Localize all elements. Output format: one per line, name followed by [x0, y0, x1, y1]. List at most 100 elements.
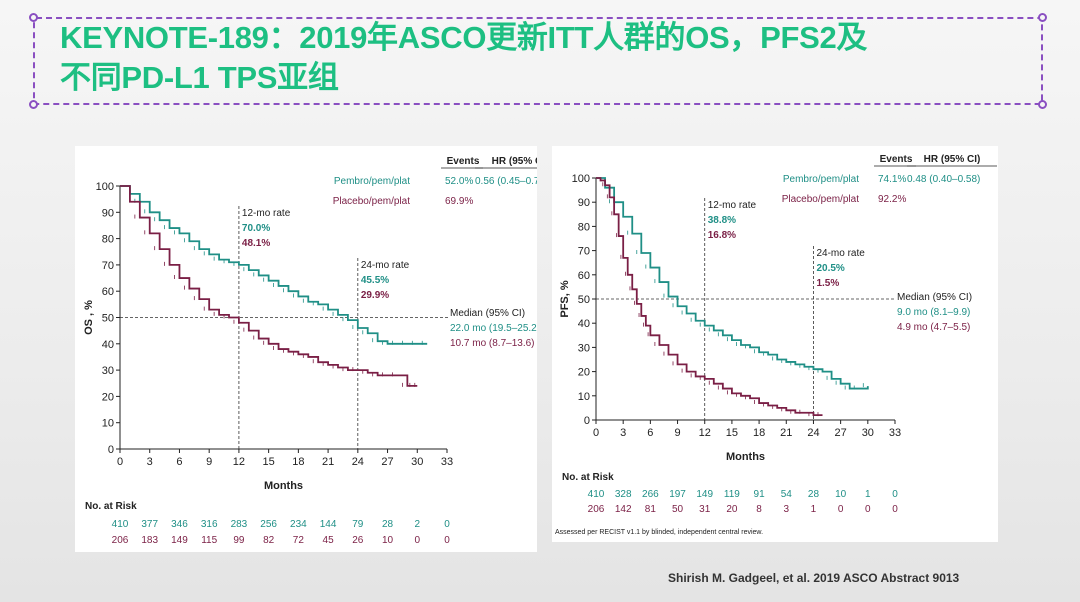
landmark-pembro-rate: 20.5% [816, 263, 844, 274]
legend-series-name: Pembro/pem/plat [783, 174, 859, 185]
x-tick-label: 30 [862, 427, 874, 439]
y-tick-label: 60 [102, 286, 114, 298]
x-tick-label: 24 [352, 456, 364, 468]
at-risk-placebo: 142 [615, 504, 632, 515]
at-risk-placebo: 72 [293, 535, 305, 546]
landmark-placebo-rate: 1.5% [816, 278, 839, 289]
legend-events-value: 52.0% [445, 176, 473, 187]
y-tick-label: 70 [102, 260, 114, 272]
y-tick-label: 80 [578, 221, 590, 233]
x-tick-label: 9 [206, 456, 212, 468]
x-tick-label: 15 [263, 456, 275, 468]
y-tick-label: 20 [578, 367, 590, 379]
x-tick-label: 30 [411, 456, 423, 468]
at-risk-placebo: 0 [444, 535, 450, 546]
frame-corner-handle [29, 100, 38, 109]
y-tick-label: 30 [578, 342, 590, 354]
x-tick-label: 33 [889, 427, 901, 439]
legend-hr-value: 0.56 (0.45–0.70 [475, 176, 537, 187]
y-tick-label: 90 [102, 207, 114, 219]
at-risk-pembro: 144 [320, 519, 337, 530]
x-tick-label: 0 [593, 427, 599, 439]
landmark-pembro-rate: 38.8% [708, 215, 736, 226]
slide-title: KEYNOTE-189：2019年ASCO更新ITT人群的OS，PFS2及 不同… [60, 18, 1050, 98]
landmark-label: 24-mo rate [816, 248, 865, 259]
at-risk-pembro: 256 [260, 519, 277, 530]
at-risk-placebo: 0 [892, 504, 898, 515]
at-risk-pembro: 10 [835, 489, 847, 500]
slide-title-line2: 不同PD-L1 TPS亚组 [60, 60, 339, 95]
y-axis-label: OS , % [83, 300, 95, 335]
at-risk-pembro: 149 [696, 489, 713, 500]
median-placebo: 10.7 mo (8.7–13.6) [450, 338, 535, 349]
at-risk-placebo: 0 [414, 535, 420, 546]
landmark-label: 12-mo rate [242, 208, 291, 219]
at-risk-pembro: 0 [444, 519, 450, 530]
x-tick-label: 18 [292, 456, 304, 468]
at-risk-placebo: 99 [233, 535, 245, 546]
citation: Shirish M. Gadgeel, et al. 2019 ASCO Abs… [668, 571, 960, 585]
y-tick-label: 20 [102, 391, 114, 403]
at-risk-placebo: 81 [645, 504, 657, 515]
legend-events-header: Events [880, 154, 913, 165]
at-risk-pembro: 197 [669, 489, 686, 500]
at-risk-pembro: 0 [892, 489, 898, 500]
frame-corner-handle [29, 13, 38, 22]
title-frame [29, 13, 1047, 109]
legend-series-name: Placebo/pem/plat [333, 196, 410, 207]
x-tick-label: 18 [753, 427, 765, 439]
at-risk-pembro: 28 [808, 489, 820, 500]
median-label: Median (95% CI) [897, 292, 972, 303]
curve-pembro [120, 185, 428, 345]
at-risk-pembro: 328 [615, 489, 632, 500]
y-tick-label: 70 [578, 246, 590, 258]
median-label: Median (95% CI) [450, 308, 525, 319]
y-tick-label: 0 [584, 415, 590, 427]
x-axis-label: Months [264, 480, 303, 492]
at-risk-pembro: 79 [352, 519, 364, 530]
y-tick-label: 0 [108, 444, 114, 456]
x-tick-label: 9 [674, 427, 680, 439]
at-risk-placebo: 10 [382, 535, 394, 546]
at-risk-pembro: 377 [141, 519, 158, 530]
x-tick-label: 3 [620, 427, 626, 439]
y-tick-label: 80 [102, 234, 114, 246]
y-tick-label: 30 [102, 365, 114, 377]
landmark-placebo-rate: 29.9% [361, 290, 389, 301]
legend-events-value: 74.1% [878, 174, 906, 185]
at-risk-placebo: 31 [699, 504, 711, 515]
curve-placebo [596, 177, 823, 417]
x-tick-label: 27 [381, 456, 393, 468]
x-tick-label: 3 [147, 456, 153, 468]
median-placebo: 4.9 mo (4.7–5.5) [897, 322, 970, 333]
x-tick-label: 6 [647, 427, 653, 439]
legend-events-value: 69.9% [445, 196, 473, 207]
legend-series-name: Placebo/pem/plat [782, 194, 859, 205]
landmark-pembro-rate: 45.5% [361, 275, 389, 286]
legend-hr-value: 0.48 (0.40–0.58) [907, 174, 980, 185]
at-risk-placebo: 1 [811, 504, 817, 515]
legend-events-value: 92.2% [878, 194, 906, 205]
at-risk-placebo: 8 [756, 504, 762, 515]
at-risk-placebo: 183 [141, 535, 158, 546]
x-tick-label: 0 [117, 456, 123, 468]
at-risk-pembro: 234 [290, 519, 307, 530]
at-risk-pembro: 2 [414, 519, 420, 530]
x-tick-label: 33 [441, 456, 453, 468]
x-tick-label: 24 [807, 427, 819, 439]
y-tick-label: 40 [102, 339, 114, 351]
at-risk-placebo: 115 [201, 535, 217, 546]
at-risk-pembro: 1 [865, 489, 871, 500]
x-tick-label: 15 [726, 427, 738, 439]
at-risk-placebo: 149 [171, 535, 188, 546]
x-tick-label: 12 [233, 456, 245, 468]
at-risk-label: No. at Risk [562, 472, 614, 483]
at-risk-placebo: 0 [865, 504, 871, 515]
y-tick-label: 60 [578, 270, 590, 282]
landmark-placebo-rate: 48.1% [242, 238, 270, 249]
landmark-placebo-rate: 16.8% [708, 230, 736, 241]
y-tick-label: 50 [102, 313, 114, 325]
y-tick-label: 100 [572, 173, 590, 185]
median-pembro: 22.0 mo (19.5–25.2) [450, 323, 537, 334]
